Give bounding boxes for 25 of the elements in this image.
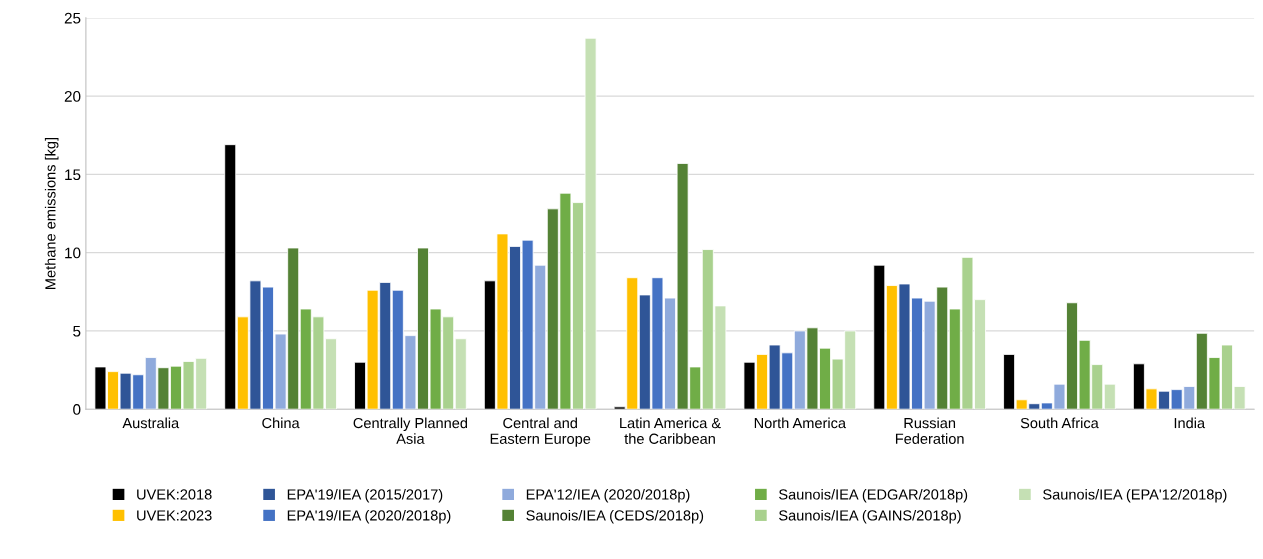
legend-label: EPA'19/IEA (2020/2018p): [287, 509, 451, 524]
x-tick-label: Centrally Planned Asia: [353, 417, 468, 444]
x-tick-label: Russian Federation: [895, 417, 964, 444]
x-tick-label: Latin America & the Caribbean: [620, 417, 721, 444]
y-tick-label: 20: [64, 91, 81, 102]
legend-label: Saunois/IEA (CEDS/2018p): [526, 509, 704, 524]
legend-label: EPA'19/IEA (2015/2017): [287, 488, 443, 503]
y-tick-label: 15: [65, 169, 81, 181]
y-tick-label: 25: [64, 12, 81, 24]
x-tick-label: South Africa: [1020, 417, 1099, 429]
y-tick-label: 5: [73, 325, 81, 337]
x-tick-label: Central and Eastern Europe: [490, 417, 591, 447]
y-tick-label: 0: [73, 404, 81, 415]
legend-label: Saunois/IEA (EPA'12/2018p): [1043, 488, 1227, 503]
legend-label: Saunois/IEA (EDGAR/2018p): [779, 488, 968, 503]
y-tick-label: 10: [65, 247, 81, 259]
legend-label: Saunois/IEA (GAINS/2018p): [779, 509, 961, 524]
legend-label: UVEK:2018: [137, 489, 212, 500]
x-tick-label: India: [1174, 417, 1206, 429]
y-axis-title: Methane emissions [kg]: [44, 137, 59, 289]
x-tick-label: Australia: [122, 417, 180, 429]
legend-label: EPA'12/IEA (2020/2018p): [526, 488, 690, 503]
legend-label: UVEK:2023: [137, 510, 212, 521]
x-tick-label: China: [262, 417, 300, 429]
x-tick-label: North America: [754, 417, 847, 429]
